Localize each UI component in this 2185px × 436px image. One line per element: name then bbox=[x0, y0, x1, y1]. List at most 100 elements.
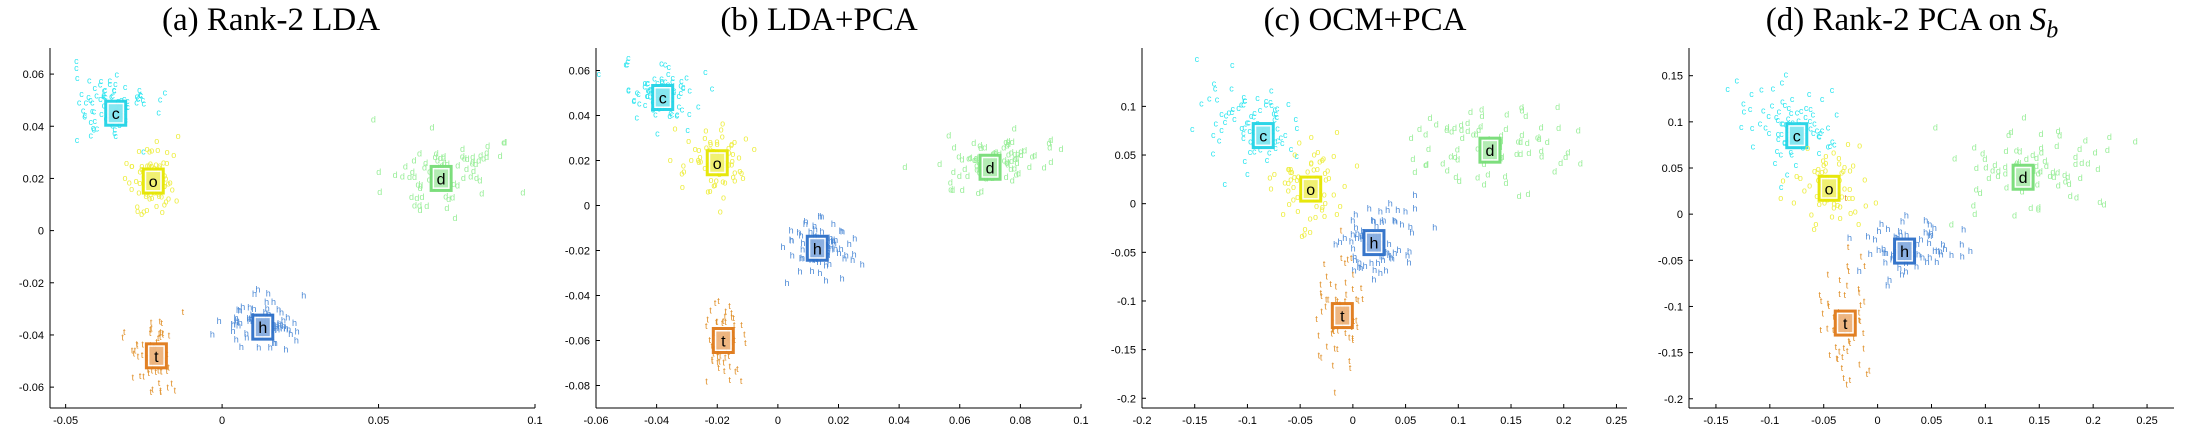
centroid-fill bbox=[655, 88, 670, 107]
data-point: d bbox=[1455, 144, 1460, 154]
data-point: o bbox=[127, 178, 132, 188]
data-point: h bbox=[268, 342, 273, 352]
data-point: d bbox=[1460, 133, 1465, 143]
data-point: d bbox=[470, 156, 475, 166]
data-point: d bbox=[427, 166, 432, 176]
data-point: d bbox=[2101, 199, 2106, 209]
data-point: t bbox=[151, 385, 154, 395]
data-point: c bbox=[1248, 137, 1253, 147]
data-point: t bbox=[1333, 344, 1336, 354]
centroid-label: h bbox=[1900, 244, 1909, 261]
data-point: t bbox=[132, 372, 135, 382]
data-point: t bbox=[1329, 279, 1332, 289]
data-point: h bbox=[1898, 230, 1903, 240]
data-point: c bbox=[1820, 94, 1825, 104]
data-point: o bbox=[1321, 154, 1326, 164]
data-point: d bbox=[1563, 152, 1568, 162]
data-point: c bbox=[1224, 110, 1229, 120]
y-tick-label: 0.06 bbox=[569, 66, 590, 78]
data-point: c bbox=[1268, 97, 1273, 107]
centroid-label: h bbox=[258, 320, 267, 337]
data-point: o bbox=[129, 184, 134, 194]
data-point: h bbox=[800, 238, 805, 248]
data-point: h bbox=[819, 212, 824, 222]
data-point: h bbox=[800, 245, 805, 255]
data-point: h bbox=[829, 244, 834, 254]
data-point: o bbox=[1814, 191, 1819, 201]
data-point: h bbox=[282, 321, 287, 331]
data-point: h bbox=[1879, 219, 1884, 229]
data-point: c bbox=[1279, 133, 1284, 143]
data-point: d bbox=[1482, 159, 1487, 169]
data-point: h bbox=[277, 318, 282, 328]
panel-title: (b) LDA+PCA bbox=[720, 2, 918, 38]
data-point: h bbox=[831, 236, 836, 246]
x-tick-label: -0.04 bbox=[644, 415, 669, 427]
data-point: d bbox=[461, 173, 466, 183]
data-point: o bbox=[730, 149, 735, 159]
data-point: d bbox=[1010, 176, 1015, 186]
data-point: c bbox=[1761, 106, 1766, 116]
data-point: h bbox=[812, 221, 817, 231]
data-point: c bbox=[652, 74, 657, 84]
data-point: d bbox=[2003, 168, 2008, 178]
data-point: o bbox=[732, 176, 737, 186]
data-point: c bbox=[1219, 125, 1224, 135]
data-point: c bbox=[1275, 104, 1280, 114]
data-point: o bbox=[693, 144, 698, 154]
data-point: h bbox=[277, 320, 282, 330]
data-point: t bbox=[1858, 308, 1861, 318]
data-point: d bbox=[419, 192, 424, 202]
data-point: d bbox=[1448, 152, 1453, 162]
data-point: c bbox=[92, 83, 97, 93]
data-point: c bbox=[139, 90, 144, 100]
data-point: d bbox=[956, 152, 961, 162]
data-point: d bbox=[452, 213, 457, 223]
data-point: t bbox=[1868, 365, 1871, 375]
data-point: t bbox=[728, 301, 731, 311]
data-point: t bbox=[1337, 325, 1340, 335]
centroid-fill bbox=[716, 331, 731, 350]
data-point: o bbox=[715, 139, 720, 149]
data-point: c bbox=[112, 128, 117, 138]
centroid-label: t bbox=[1843, 316, 1848, 333]
data-point: t bbox=[711, 356, 714, 366]
data-point: h bbox=[1387, 250, 1392, 260]
data-point: d bbox=[2079, 158, 2084, 168]
data-point: t bbox=[160, 367, 163, 377]
data-point: t bbox=[150, 387, 153, 397]
data-point: c bbox=[1781, 119, 1786, 129]
data-point: o bbox=[703, 125, 708, 135]
data-point: c bbox=[88, 95, 93, 105]
data-point: c bbox=[684, 73, 689, 83]
data-point: h bbox=[1333, 239, 1338, 249]
data-point: t bbox=[1340, 225, 1343, 235]
data-point: c bbox=[646, 91, 651, 101]
data-point: o bbox=[679, 168, 684, 178]
data-point: d bbox=[422, 162, 427, 172]
data-point: t bbox=[167, 363, 170, 373]
x-tick-label: 0.1 bbox=[527, 415, 542, 427]
x-tick-label: -0.1 bbox=[1238, 415, 1257, 427]
centroid-fill bbox=[1838, 314, 1853, 333]
data-point: c bbox=[1811, 128, 1816, 138]
data-point: d bbox=[414, 193, 419, 203]
data-point: d bbox=[1952, 154, 1957, 164]
data-point: h bbox=[1942, 244, 1947, 254]
data-point: d bbox=[948, 184, 953, 194]
data-point: o bbox=[729, 139, 734, 149]
data-point: c bbox=[156, 108, 161, 118]
data-point: h bbox=[803, 219, 808, 229]
data-point: d bbox=[376, 167, 381, 177]
data-point: t bbox=[1841, 352, 1844, 362]
data-point: h bbox=[1367, 204, 1372, 214]
data-point: d bbox=[1455, 155, 1460, 165]
data-point: c bbox=[102, 85, 107, 95]
data-point: c bbox=[1286, 99, 1291, 109]
data-point: c bbox=[88, 117, 93, 127]
data-point: o bbox=[730, 156, 735, 166]
data-point: c bbox=[1777, 107, 1782, 117]
panel-a: (a) Rank-2 LDA -0.05 0 0.05 0.1 -0.06 -0.04 -0… bbox=[0, 0, 546, 436]
y-tick-label: 0.05 bbox=[1662, 163, 1683, 175]
data-point: d bbox=[979, 187, 984, 197]
